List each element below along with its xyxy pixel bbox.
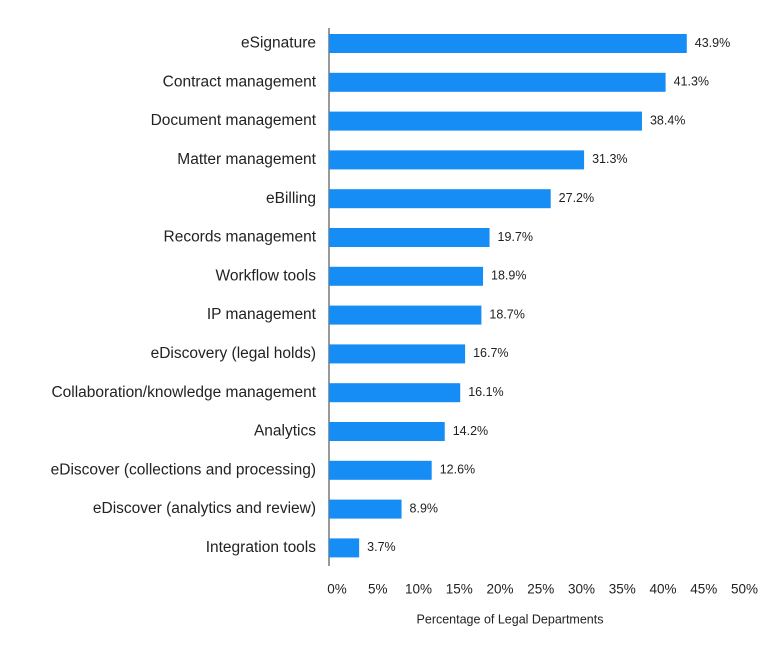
bar: [329, 460, 432, 480]
category-label: Matter management: [177, 151, 316, 168]
bar: [329, 422, 445, 441]
bar: [329, 111, 642, 131]
value-label: 19.7%: [498, 230, 533, 244]
bar: [329, 189, 551, 209]
category-label: eDiscover (analytics and review): [93, 500, 316, 517]
bar: [329, 344, 466, 364]
value-label: 18.7%: [489, 307, 524, 321]
bar: [329, 538, 360, 558]
category-label: Document management: [151, 112, 317, 129]
category-label: eDiscover (collections and processing): [51, 461, 316, 478]
value-label: 16.1%: [468, 385, 503, 399]
x-tick-label: 15%: [446, 582, 473, 597]
category-label: eDiscovery (legal holds): [151, 345, 316, 362]
value-label: 3.7%: [367, 540, 396, 554]
category-label: Workflow tools: [216, 267, 317, 284]
bar: [329, 228, 490, 247]
x-tick-label: 30%: [568, 582, 595, 597]
value-label: 14.2%: [453, 424, 488, 438]
bar: [329, 266, 484, 286]
value-label: 27.2%: [559, 191, 594, 205]
x-tick-label: 40%: [649, 582, 676, 597]
value-label: 18.9%: [491, 269, 526, 283]
value-label: 31.3%: [592, 152, 627, 166]
x-tick-label: 0%: [327, 582, 347, 597]
category-label: Integration tools: [206, 539, 317, 556]
value-label: 43.9%: [695, 36, 730, 50]
x-tick-label: 35%: [609, 582, 636, 597]
category-label: eBilling: [266, 190, 316, 207]
bar: [329, 383, 461, 403]
bar: [329, 72, 666, 92]
category-label: IP management: [207, 306, 317, 323]
value-label: 8.9%: [410, 501, 439, 515]
x-tick-label: 10%: [405, 582, 432, 597]
value-label: 41.3%: [674, 75, 709, 89]
value-label: 38.4%: [650, 113, 685, 127]
category-label: Collaboration/knowledge management: [51, 384, 316, 401]
x-tick-label: 5%: [368, 582, 388, 597]
bar: [329, 305, 482, 325]
category-label: eSignature: [241, 35, 316, 52]
category-label: Contract management: [163, 73, 317, 90]
x-tick-label: 45%: [690, 582, 717, 597]
category-label: Records management: [164, 229, 317, 246]
bar: [329, 34, 687, 53]
category-label: Analytics: [254, 423, 316, 440]
bar: [329, 499, 402, 519]
x-tick-label: 50%: [731, 582, 758, 597]
x-tick-label: 25%: [527, 582, 554, 597]
x-tick-label: 20%: [486, 582, 513, 597]
value-label: 12.6%: [440, 463, 475, 477]
x-axis-label: Percentage of Legal Departments: [417, 612, 604, 626]
bar: [329, 150, 585, 170]
value-label: 16.7%: [473, 346, 508, 360]
